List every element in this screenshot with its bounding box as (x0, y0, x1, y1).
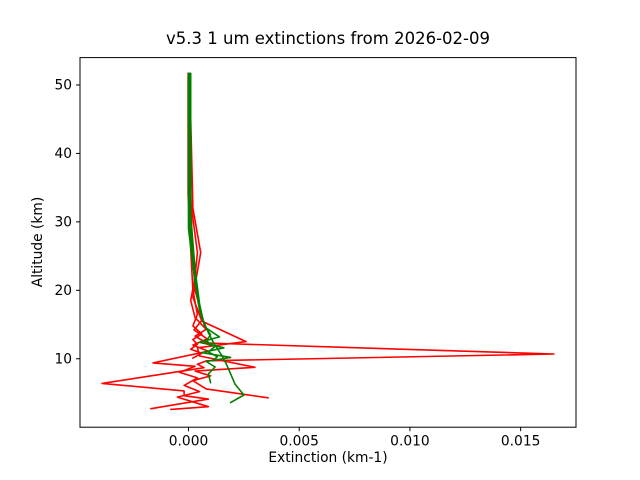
y-tick-label: 30 (54, 214, 72, 230)
green-profile-3 (189, 72, 219, 362)
axes-layer: 0.000 0.005 0.010 0.015 10 20 30 40 50 (54, 57, 577, 450)
red-profile-3 (152, 72, 210, 411)
x-tick-label: 0.010 (390, 434, 430, 450)
chart-title: v5.3 1 um extinctions from 2026-02-09 (166, 29, 490, 48)
plot-frame (79, 57, 577, 428)
red-profile-1 (101, 72, 555, 410)
y-tick-label: 40 (54, 146, 72, 162)
profile-lines-layer (101, 72, 555, 411)
x-tick-label: 0.015 (501, 434, 541, 450)
y-tick-label: 20 (54, 283, 72, 299)
x-axis-label: Extinction (km-1) (268, 450, 387, 466)
y-axis-label: Altitude (km) (30, 197, 46, 288)
x-tick-label: 0.000 (169, 434, 209, 450)
y-tick-label: 10 (54, 351, 72, 367)
x-tick-label: 0.005 (279, 434, 319, 450)
y-tick-label: 50 (54, 77, 72, 93)
